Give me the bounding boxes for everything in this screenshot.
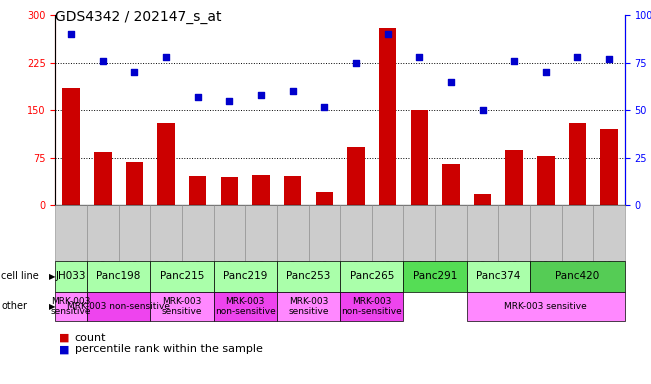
Text: MRK-003
sensitive: MRK-003 sensitive [161, 296, 202, 316]
Point [414, 54, 424, 60]
Bar [189, 175, 206, 205]
Point [130, 70, 140, 76]
Text: cell line: cell line [1, 271, 39, 281]
Bar [316, 192, 333, 205]
Text: count: count [75, 333, 106, 343]
Bar [442, 164, 460, 205]
Point [161, 54, 171, 60]
Point [604, 56, 615, 62]
Point [319, 104, 329, 110]
Bar [347, 147, 365, 205]
Bar [284, 175, 301, 205]
Bar [537, 156, 555, 205]
Bar [62, 88, 80, 205]
Bar [600, 129, 618, 205]
Point [256, 92, 266, 98]
Text: Panc215: Panc215 [159, 271, 204, 281]
Bar [505, 150, 523, 205]
Text: MRK-003 sensitive: MRK-003 sensitive [505, 302, 587, 311]
Point [509, 58, 519, 64]
Text: Panc265: Panc265 [350, 271, 394, 281]
Bar [253, 175, 270, 205]
Text: ▶: ▶ [49, 302, 55, 311]
Text: Panc198: Panc198 [96, 271, 141, 281]
Text: Panc374: Panc374 [476, 271, 521, 281]
Text: ■: ■ [59, 333, 69, 343]
Bar [379, 28, 396, 205]
Point [288, 88, 298, 94]
Text: MRK-003
non-sensitive: MRK-003 non-sensitive [341, 296, 402, 316]
Bar [158, 123, 175, 205]
Point [446, 79, 456, 85]
Point [224, 98, 234, 104]
Point [540, 70, 551, 76]
Text: ■: ■ [59, 344, 69, 354]
Text: MRK-003
non-sensitive: MRK-003 non-sensitive [215, 296, 275, 316]
Text: other: other [1, 301, 27, 311]
Bar [221, 177, 238, 205]
Point [572, 54, 583, 60]
Bar [569, 123, 586, 205]
Point [351, 60, 361, 66]
Text: Panc253: Panc253 [286, 271, 331, 281]
Point [66, 31, 76, 38]
Text: MRK-003
sensitive: MRK-003 sensitive [51, 296, 91, 316]
Text: Panc420: Panc420 [555, 271, 600, 281]
Text: Panc219: Panc219 [223, 271, 268, 281]
Bar [411, 111, 428, 205]
Text: MRK-003
sensitive: MRK-003 sensitive [288, 296, 329, 316]
Bar [126, 162, 143, 205]
Bar [474, 194, 492, 205]
Text: MRK-003 non-sensitive: MRK-003 non-sensitive [67, 302, 170, 311]
Point [477, 107, 488, 114]
Text: Panc291: Panc291 [413, 271, 457, 281]
Point [382, 31, 393, 38]
Point [98, 58, 108, 64]
Point [193, 94, 203, 100]
Text: JH033: JH033 [56, 271, 87, 281]
Text: GDS4342 / 202147_s_at: GDS4342 / 202147_s_at [55, 10, 222, 23]
Text: percentile rank within the sample: percentile rank within the sample [75, 344, 263, 354]
Bar [94, 152, 111, 205]
Text: ▶: ▶ [49, 272, 55, 281]
